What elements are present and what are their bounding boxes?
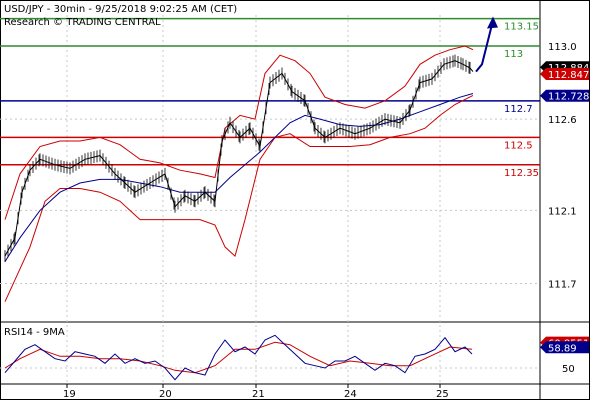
x-tick-label: 21 [252,389,265,400]
badge-label: 112.728 [548,92,589,103]
rsi-panel [4,334,473,381]
rsi-tick-label: 50 [562,364,575,375]
chart-title: USD/JPY - 30min - 9/25/2018 9:02:25 AM (… [4,4,237,15]
forecast-arrow [475,16,498,73]
grid-lines [0,15,540,382]
chart-source: Research © TRADING CENTRAL [4,17,161,28]
bollinger-bands [4,45,474,302]
forecast-arrow-head [487,16,498,29]
bollinger-lower-line [4,94,474,302]
level-label: 112.5 [504,140,533,151]
rsi-ma-line [4,341,473,374]
price-series [4,54,474,263]
x-tick-label: 20 [159,389,172,400]
x-tick-label: 19 [63,389,76,400]
value-badge: 112.728 [540,89,589,103]
x-tick-label: 24 [344,389,357,400]
forecast-arrow-line [475,20,494,73]
bollinger-upper-line [4,45,474,220]
y-tick-label: 112.6 [548,115,577,126]
y-tick-label: 112.1 [548,206,577,217]
y-axis-ticks: 111.7 112.1 112.6 113.0 50 [548,42,577,375]
rsi-line [4,334,473,381]
price-levels: 113.15 113 112.7 112.5 112.35 [0,17,540,179]
level-label: 113 [504,49,523,60]
badge-label: 112.847 [548,70,589,81]
price-line [4,60,474,257]
badge-shape [540,341,589,354]
level-label: 113.15 [504,22,539,33]
x-tick-label: 25 [436,389,449,400]
value-badge: 112.847 [540,67,589,81]
x-axis-ticks: 19 20 21 24 25 [63,384,449,400]
badge-shape [540,67,589,80]
value-badge: 58.89 [540,341,589,354]
y-tick-label: 111.7 [548,279,577,290]
rsi-title: RSI14 - 9MA [4,327,65,338]
y-tick-label: 113.0 [548,42,577,53]
level-label: 112.7 [504,104,533,115]
level-label: 112.35 [504,168,539,179]
badge-shape [540,89,589,102]
badge-label: 58.89 [548,343,577,354]
